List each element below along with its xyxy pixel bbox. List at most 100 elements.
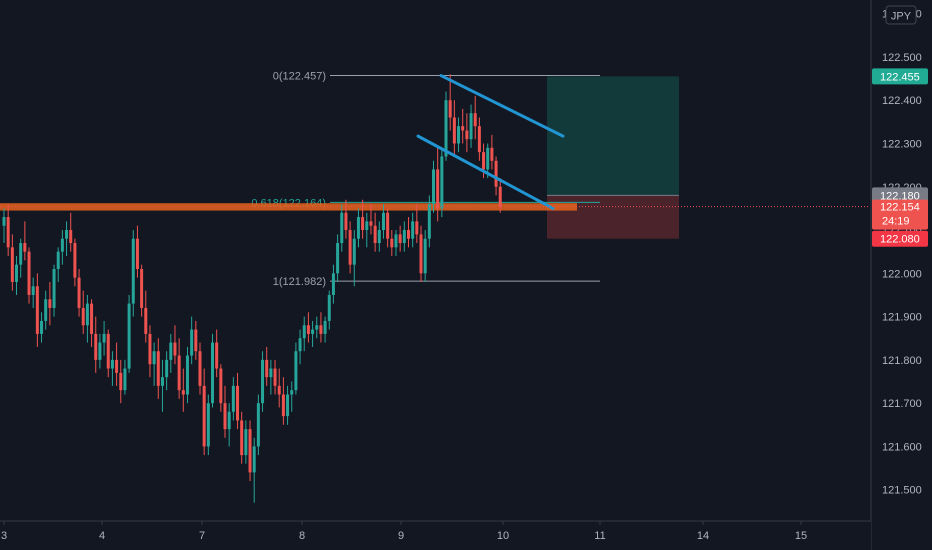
candle-body (369, 221, 373, 226)
candle-body (498, 186, 502, 207)
candle-body (202, 385, 206, 447)
candle-body (373, 225, 377, 244)
candle-body (319, 325, 323, 334)
candle-body (173, 342, 177, 356)
candle-body (123, 368, 127, 391)
candle-body (177, 355, 181, 391)
candle-body (85, 303, 89, 326)
candle-body (223, 403, 227, 430)
candle-body (219, 368, 223, 404)
candle-body (23, 243, 27, 252)
candle-body (44, 299, 48, 321)
candle-body (461, 126, 465, 131)
candle-body (473, 113, 477, 127)
candle-body (102, 333, 106, 343)
candle-body (386, 212, 390, 239)
candle-body (231, 385, 235, 412)
candle-body (336, 243, 340, 274)
price-label-target: 122.455 (880, 71, 920, 83)
candle-body (215, 342, 219, 369)
candle-body (340, 212, 344, 244)
time-tick-label: 9 (398, 530, 404, 542)
candle-body (31, 286, 35, 295)
candle-body (448, 100, 452, 118)
candle-body (440, 156, 444, 209)
candle-body (69, 230, 73, 244)
time-tick-label: 7 (199, 530, 205, 542)
candle-body (165, 359, 169, 378)
upper-trendline (439, 74, 565, 138)
currency-badge[interactable] (885, 5, 917, 25)
candle-body (190, 329, 194, 356)
candle-body (490, 147, 494, 161)
candle-body (452, 117, 456, 144)
candle-body (411, 221, 415, 239)
candle-body (482, 152, 486, 170)
fib-level-label: 0(122.457) (273, 71, 326, 83)
candle-body (185, 355, 189, 395)
price-label-box (872, 230, 928, 247)
candle-body (65, 230, 69, 239)
time-tick-label: 11 (594, 530, 605, 542)
candle-body (227, 411, 231, 430)
position-zones (547, 76, 679, 239)
candle-body (415, 221, 419, 235)
lower-trendline (416, 134, 555, 210)
candle-body (377, 230, 381, 244)
candle-body (73, 243, 77, 278)
candle-body (81, 307, 85, 326)
candle-body (156, 351, 160, 386)
price-label-box (872, 199, 928, 230)
candle-body (131, 238, 135, 304)
candle-body (52, 268, 56, 308)
price-tick-label: 122.400 (882, 95, 922, 107)
price-tick-label: 121.800 (882, 355, 922, 367)
price-tick-label: 121.700 (882, 398, 922, 410)
candle-body (40, 320, 44, 334)
candle-body (35, 286, 39, 334)
candle-body (169, 342, 173, 360)
candle-body (27, 251, 31, 295)
candles (2, 74, 502, 503)
fib-level-label: 1(121.982) (273, 276, 326, 288)
candle-body (90, 303, 94, 334)
candle-body (315, 325, 319, 330)
time-tick-label: 3 (1, 530, 7, 542)
candle-body (348, 230, 352, 265)
candle-body (494, 160, 498, 187)
candle-body (306, 325, 310, 334)
price-label-entry: 122.180 (880, 190, 920, 202)
candle-body (140, 268, 144, 308)
candle-body (323, 320, 327, 334)
candle-body (6, 217, 10, 248)
candle-body (365, 221, 369, 231)
candle-body (2, 217, 6, 226)
price-label-last: 122.154 (880, 202, 920, 214)
time-tick-label: 10 (497, 530, 509, 542)
time-axis-panel (0, 521, 871, 550)
candle-body (144, 307, 148, 334)
candle-body (160, 377, 164, 386)
price-label-stop: 122.080 (880, 234, 920, 246)
candle-body (457, 126, 461, 144)
candle-body (98, 342, 102, 360)
candle-body (115, 359, 119, 373)
candle-body (206, 403, 210, 447)
candle-body (60, 238, 64, 252)
candle-body (381, 212, 385, 231)
price-tick-label: 122.300 (882, 138, 922, 150)
candle-body (211, 342, 214, 404)
price-tick-label: 122.500 (882, 52, 922, 64)
candle-body (477, 126, 481, 153)
target-zone (547, 76, 679, 196)
time-tick-label: 14 (697, 530, 709, 542)
candle-body (236, 385, 240, 421)
price-label-box (872, 187, 928, 204)
candle-body (356, 217, 360, 239)
candle-body (256, 403, 260, 447)
candle-body (244, 429, 248, 456)
candle-body (394, 234, 398, 248)
candle-body (436, 169, 440, 209)
candle-body (248, 429, 252, 473)
